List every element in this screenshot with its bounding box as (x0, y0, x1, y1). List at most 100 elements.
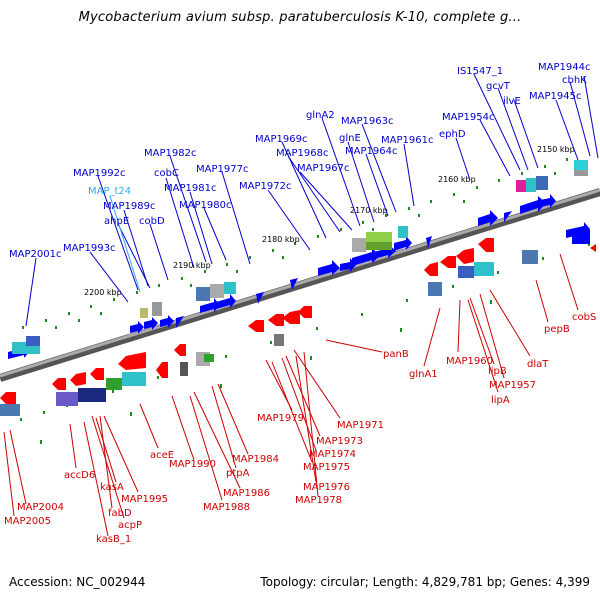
gene-label: MAP1995 (121, 494, 168, 505)
gene-label: MAP1988 (203, 502, 250, 513)
gene-label: MAP1964c (345, 146, 397, 157)
gene-block (352, 238, 366, 252)
tick-label: 2180 kbp (262, 235, 300, 244)
gene-arrow (352, 248, 380, 266)
gene-block (522, 250, 538, 264)
gene-label: MAP1981c (164, 183, 216, 194)
gene-arrow (426, 236, 432, 248)
tick-label: 2190 kbp (173, 261, 211, 270)
gene-label: MAP1971 (337, 420, 384, 431)
gene-block (210, 284, 224, 298)
gene-label: acpP (118, 520, 142, 531)
gene-label: ephD (439, 129, 466, 140)
gene-label: glnE (339, 133, 361, 144)
gene-label: MAP1944c (538, 62, 590, 73)
gene-block (526, 178, 536, 192)
gene-arrow (520, 196, 546, 214)
gene-label: IS1547_1 (457, 66, 503, 77)
gene-arrow (504, 211, 512, 222)
gene-label: lipB (488, 366, 507, 377)
page-title: Mycobacterium avium subsp. paratuberculo… (78, 10, 522, 25)
gene-label: MAP2004 (17, 502, 64, 513)
gene-label: kasA (100, 482, 124, 493)
gene-label: MAP1967c (297, 163, 349, 174)
gene-block (196, 287, 210, 301)
gene-block (366, 232, 392, 242)
gene-arrow (590, 244, 596, 252)
gene-label: MAP1979 (257, 413, 304, 424)
gene-arrow (478, 238, 494, 252)
gene-label: MAP1973 (316, 436, 363, 447)
gene-arrow (256, 292, 264, 304)
gene-block (180, 362, 188, 376)
reverse-gene-labels: cobS pepB dlaT glnA1 MAP1960 lipB MAP195… (4, 312, 596, 545)
gene-arrow (268, 314, 284, 326)
gene-label: ahpE (104, 216, 129, 227)
gene-label: dlaT (527, 359, 549, 370)
gene-label: MAP1961c (381, 135, 433, 146)
gene-label: ilvE (503, 96, 521, 107)
gene-label: MAP1977c (196, 164, 248, 175)
gene-arrow (156, 362, 168, 378)
gene-label: MAP1945c (529, 91, 581, 102)
gene-arrow (298, 306, 312, 318)
tick-label: 2170 kbp (350, 206, 388, 215)
gene-block (152, 302, 162, 316)
gene-label: MAP1972c (239, 181, 291, 192)
gene-block (224, 282, 236, 294)
gene-arrow (340, 258, 356, 272)
gene-label: aceE (150, 450, 174, 461)
tick-label: 2150 kbp (537, 145, 575, 154)
accession-text: Accession: NC_002944 (9, 575, 146, 589)
reverse-genes (0, 238, 596, 404)
forward-leaders (25, 73, 599, 327)
gene-label: panB (383, 349, 409, 360)
gene-block (458, 266, 474, 278)
genome-backbone (0, 188, 600, 382)
gene-arrow (144, 317, 158, 330)
gene-block (106, 378, 122, 390)
gene-arrow (456, 248, 474, 264)
gene-arrow (318, 260, 340, 276)
gene-label: MAP2001c (9, 249, 61, 260)
gene-arrow (130, 321, 144, 334)
gene-block (428, 282, 442, 296)
forward-gene-labels: MAP1944c cbhK IS1547_1 gcvT ilvE MAP1945… (9, 62, 590, 260)
tick-label: 2160 kbp (438, 175, 476, 184)
gene-arrow (540, 194, 556, 208)
gene-block (204, 354, 214, 362)
gene-label: kasB_1 (96, 534, 131, 545)
gene-block (572, 230, 590, 244)
gene-label: glnA2 (306, 110, 335, 121)
gene-label: MAP1993c (63, 243, 115, 254)
gene-arrow (394, 236, 412, 251)
gene-label: MAP1954c (442, 112, 494, 123)
gene-label: cbhK (562, 75, 587, 86)
gene-label: cobC (154, 168, 179, 179)
gene-label: fabD (108, 508, 132, 519)
gene-label: gcvT (486, 81, 511, 92)
reverse-features (0, 230, 590, 416)
gene-block (574, 160, 588, 170)
gene-block (56, 392, 78, 406)
gene-arrow (248, 320, 264, 332)
gene-label: pepB (544, 324, 570, 335)
gene-arrow (70, 372, 86, 386)
gene-arrow (52, 378, 66, 390)
gene-label: MAP1969c (255, 134, 307, 145)
gene-block (122, 372, 146, 386)
gene-arrow (290, 278, 298, 290)
gene-arrow (200, 298, 220, 313)
gene-block (140, 308, 148, 318)
gene-label: glnA1 (409, 369, 438, 380)
gene-label: MAP1984 (232, 454, 279, 465)
gene-block (516, 180, 526, 192)
gene-label: MAP1974 (309, 449, 356, 460)
gene-label: accD6 (64, 470, 95, 481)
kbp-tick-labels: 2150 kbp 2160 kbp 2170 kbp 2180 kbp 2190… (84, 145, 575, 297)
gene-block (474, 262, 494, 276)
gene-label: MAP1975 (303, 462, 350, 473)
gene-label: MAP1992c (73, 168, 125, 179)
gene-arrow (174, 344, 186, 356)
